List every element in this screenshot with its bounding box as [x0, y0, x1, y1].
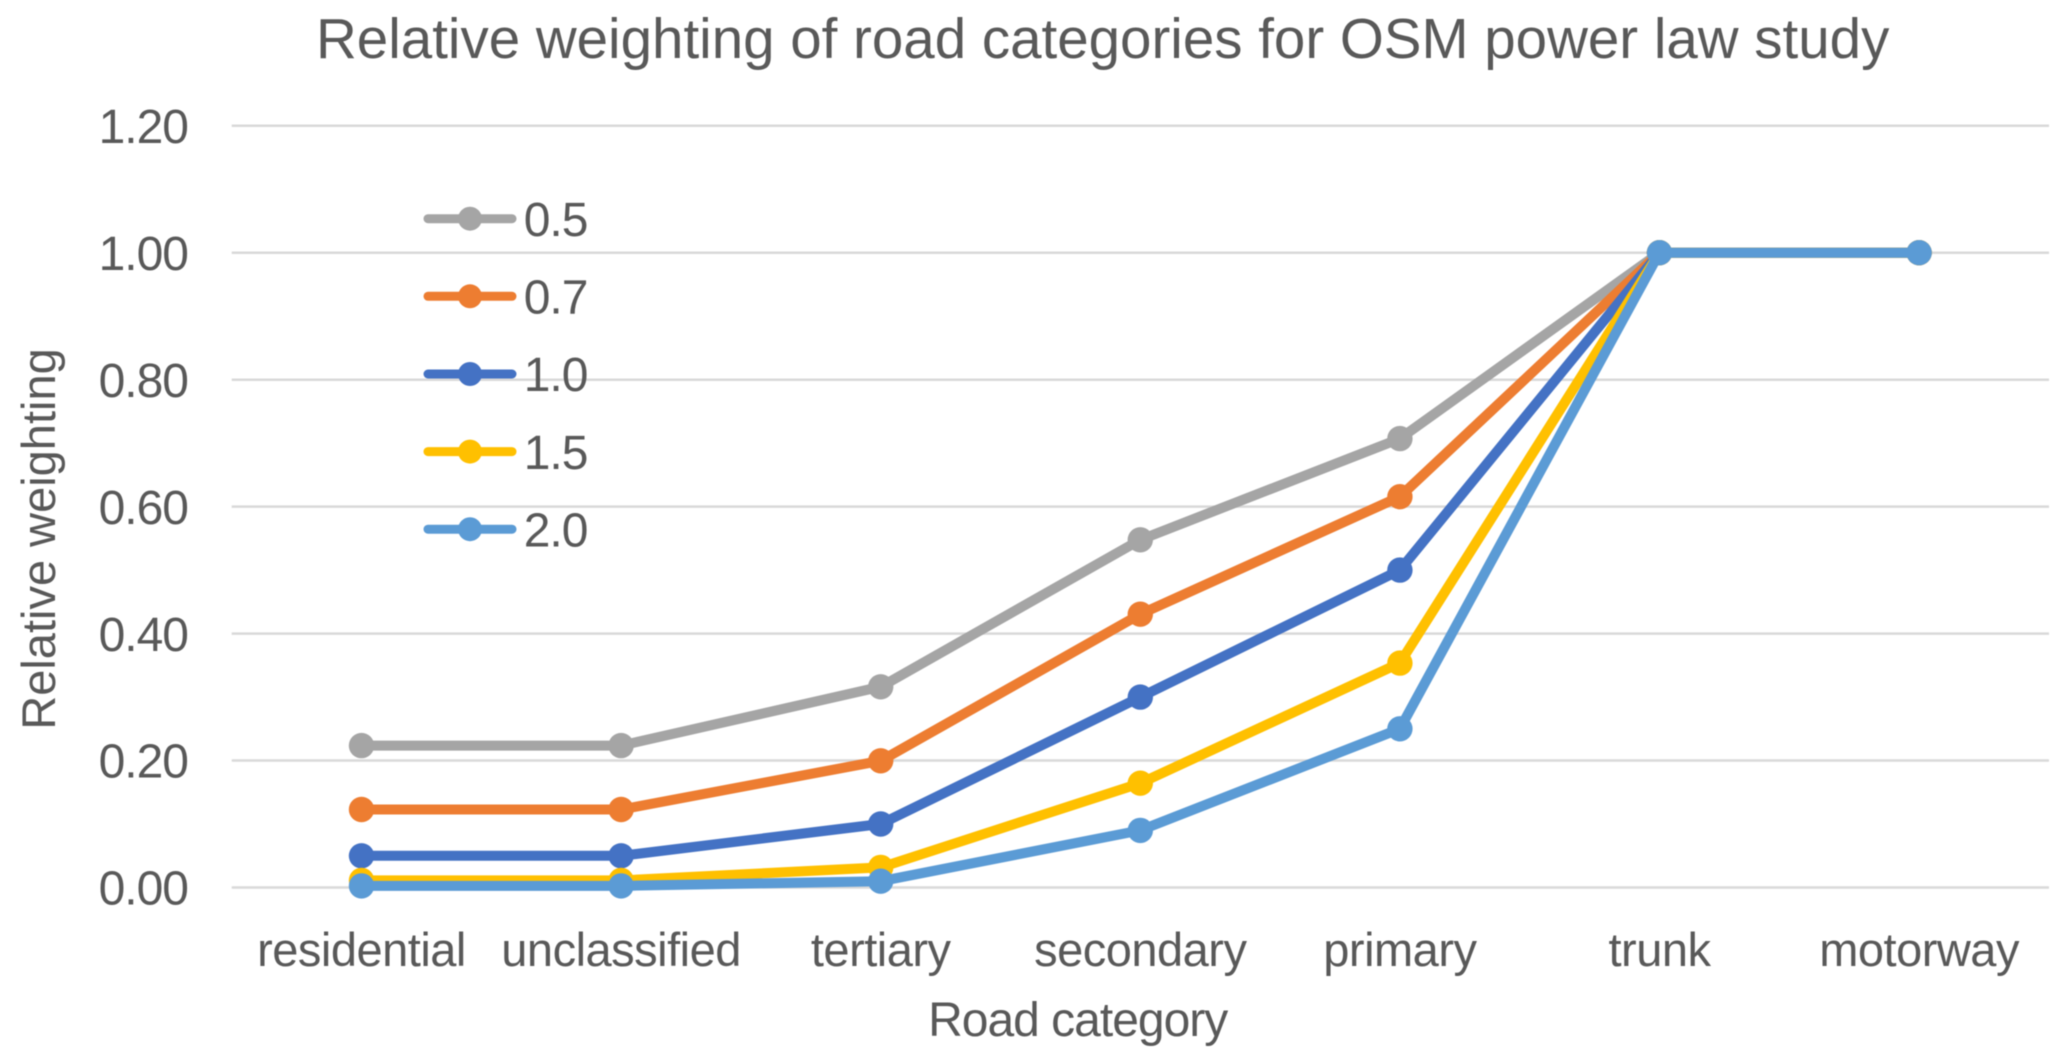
- svg-text:0.7: 0.7: [524, 272, 588, 325]
- svg-text:Relative weighting: Relative weighting: [12, 348, 65, 729]
- svg-text:unclassified: unclassified: [501, 923, 741, 976]
- svg-text:secondary: secondary: [1034, 923, 1247, 976]
- svg-text:trunk: trunk: [1609, 923, 1712, 976]
- svg-text:0.80: 0.80: [99, 355, 188, 408]
- svg-text:0.40: 0.40: [99, 609, 188, 662]
- svg-text:1.20: 1.20: [99, 101, 188, 154]
- svg-text:0.5: 0.5: [524, 194, 588, 247]
- svg-text:tertiary: tertiary: [811, 923, 952, 976]
- svg-text:motorway: motorway: [1819, 923, 2020, 976]
- svg-text:0.60: 0.60: [99, 482, 188, 535]
- svg-text:0.20: 0.20: [99, 736, 188, 789]
- svg-text:Road category: Road category: [928, 994, 1228, 1047]
- svg-text:1.0: 1.0: [524, 349, 588, 402]
- svg-text:1.5: 1.5: [524, 427, 588, 480]
- svg-text:Relative weighting of road cat: Relative weighting of road categories fo…: [316, 7, 1890, 70]
- svg-text:residential: residential: [257, 923, 466, 976]
- svg-text:primary: primary: [1323, 923, 1477, 976]
- svg-text:0.00: 0.00: [99, 863, 188, 916]
- svg-text:1.00: 1.00: [99, 228, 188, 281]
- svg-text:2.0: 2.0: [524, 504, 588, 557]
